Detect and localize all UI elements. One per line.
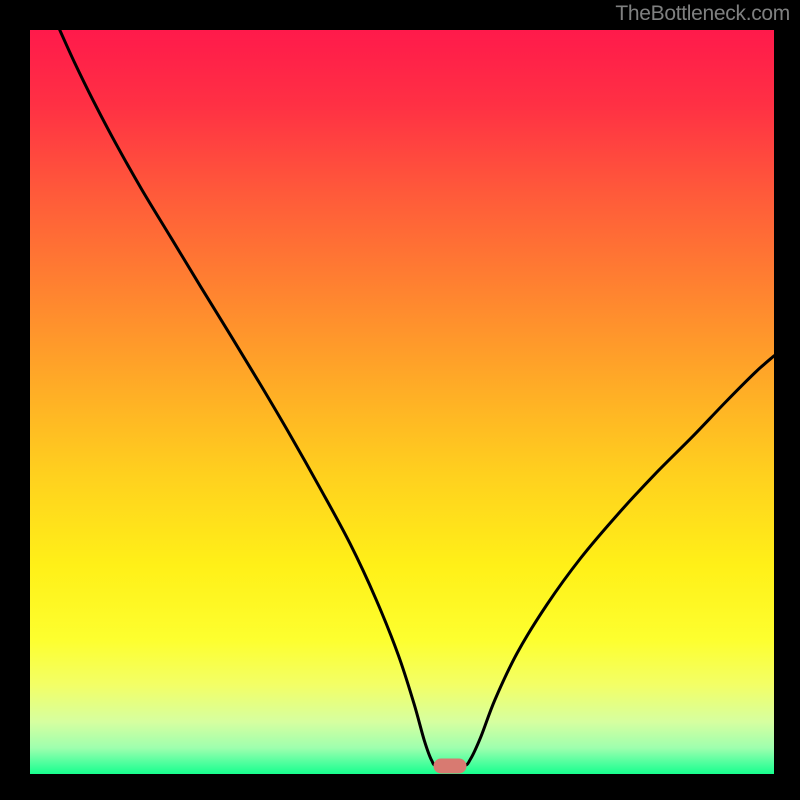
plot-area [30, 30, 774, 774]
chart-container: TheBottleneck.com [0, 0, 800, 800]
curve-path [60, 30, 774, 767]
optimal-point-marker [434, 758, 467, 773]
attribution-text: TheBottleneck.com [615, 2, 790, 26]
bottleneck-curve [30, 30, 774, 774]
